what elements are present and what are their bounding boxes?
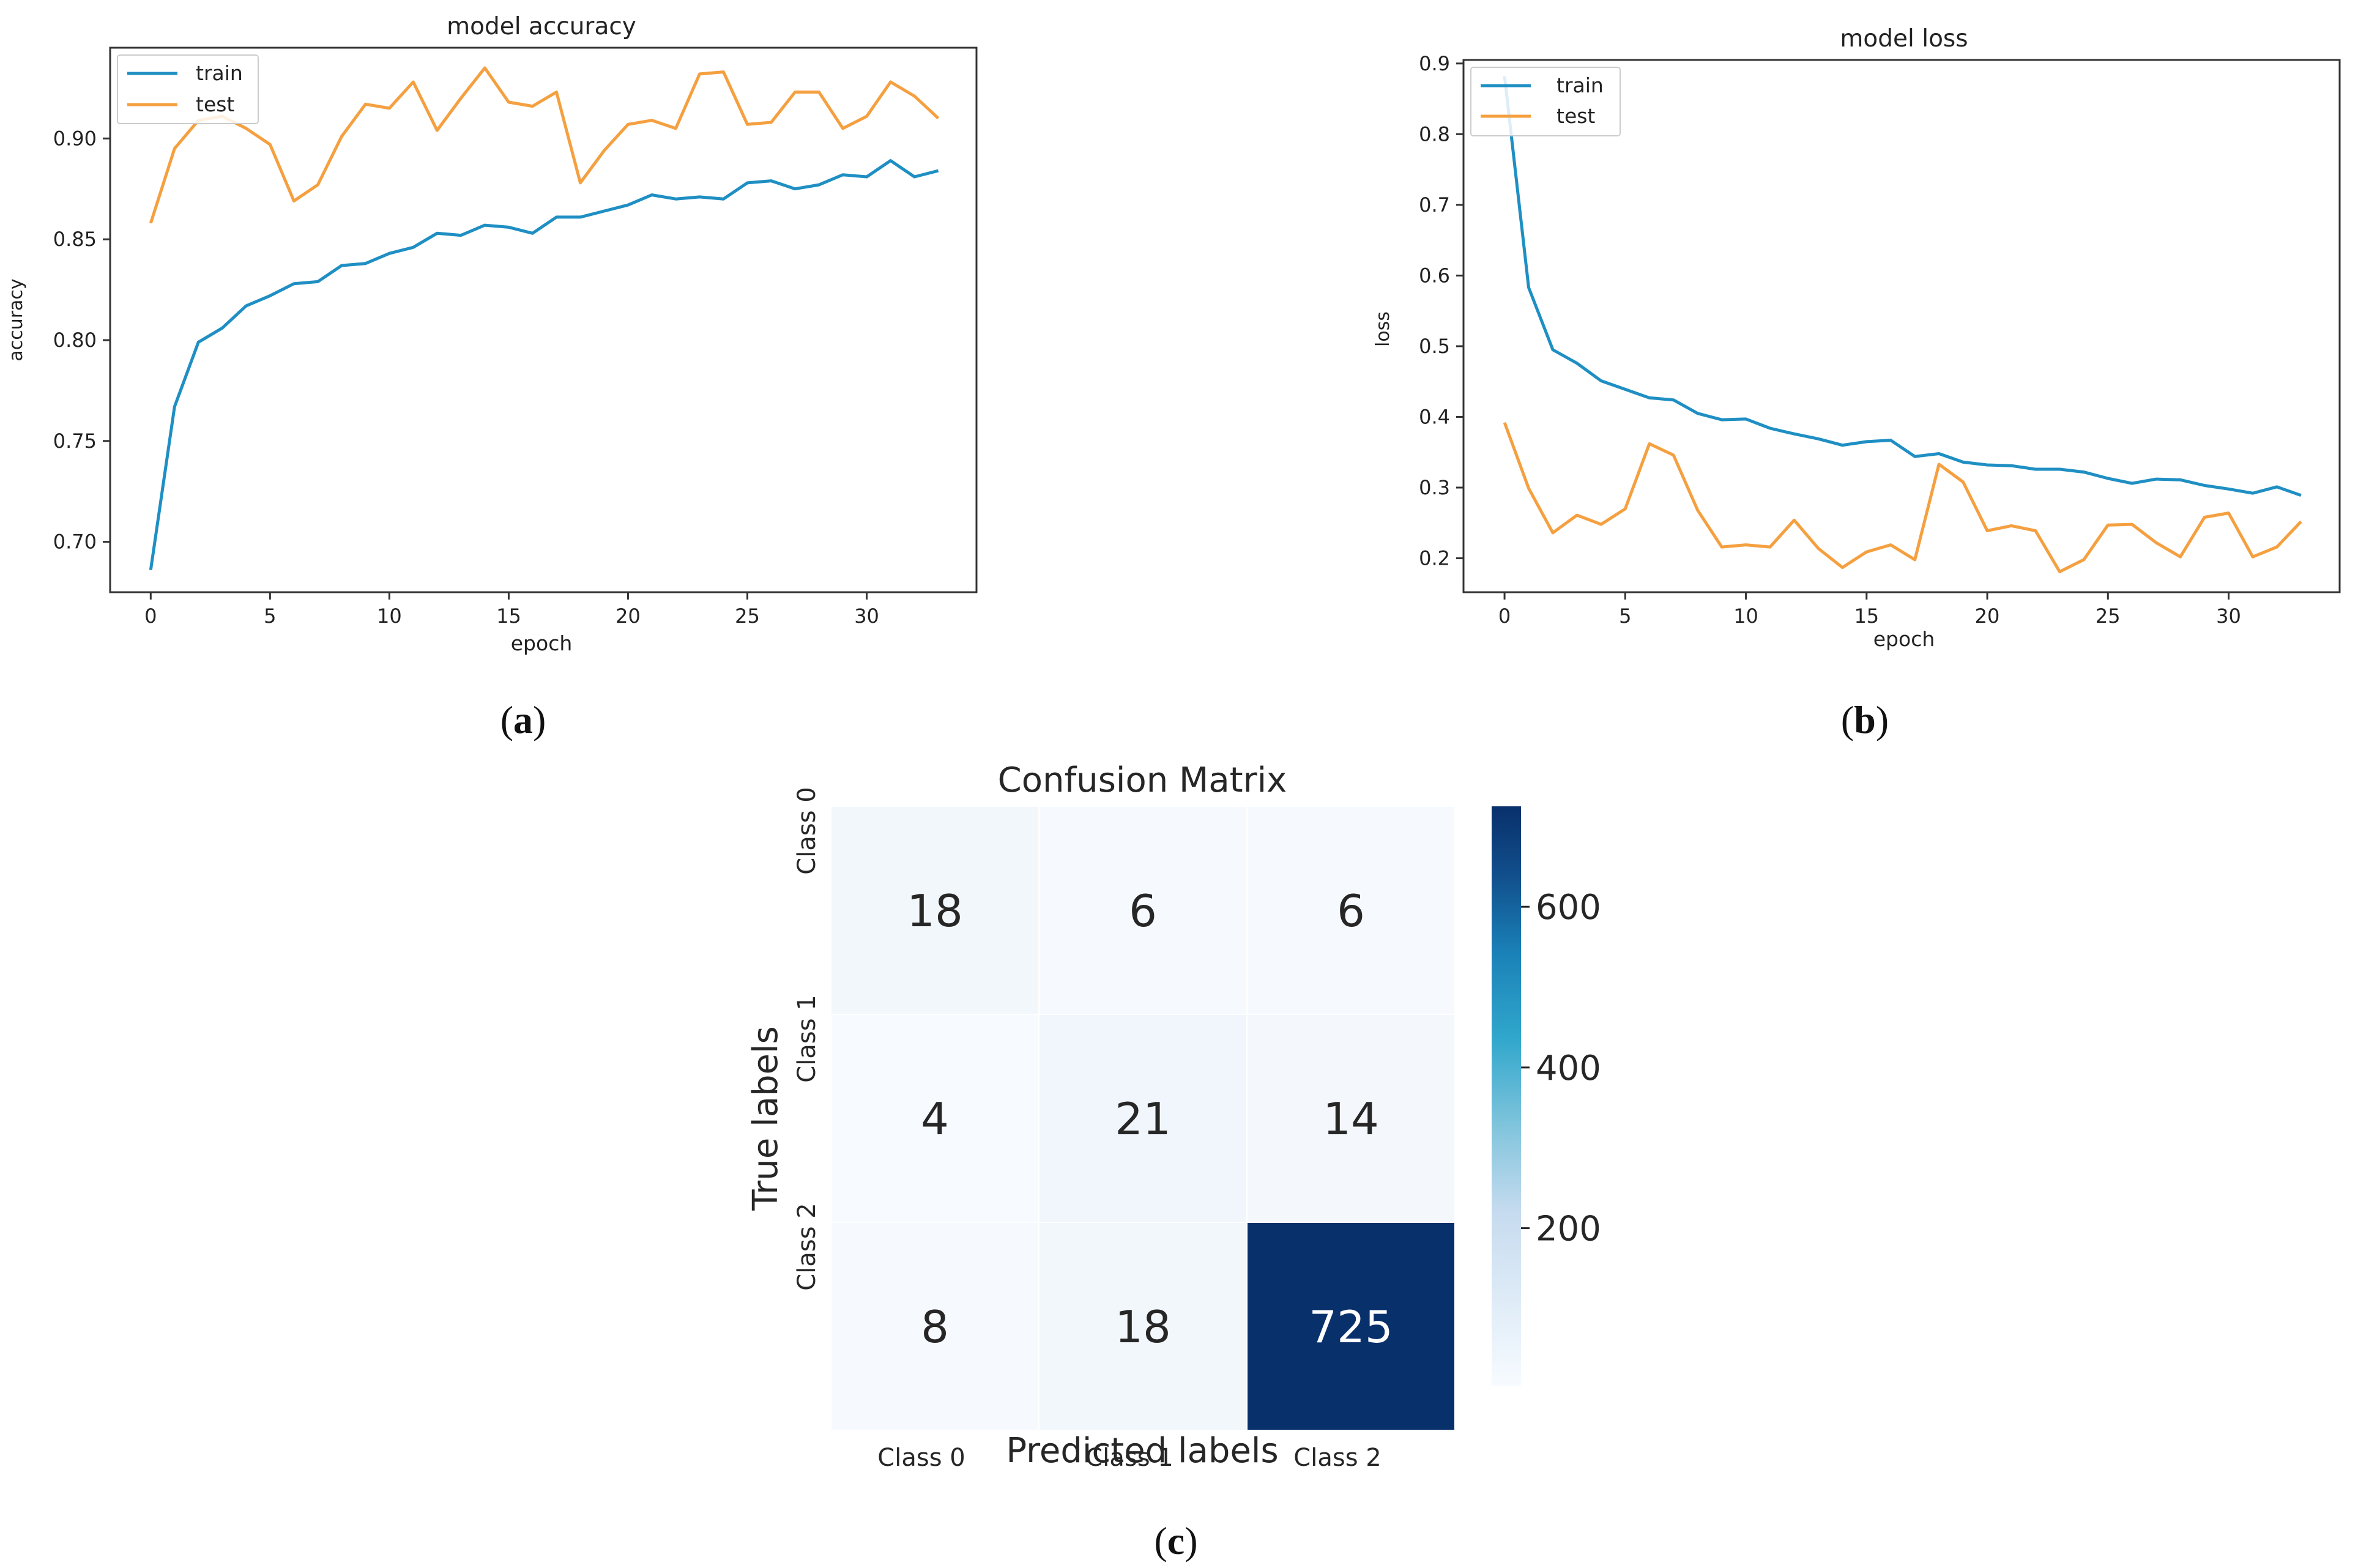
loss-y-axis-label: loss <box>1372 311 1394 347</box>
accuracy-series-test-line <box>149 66 940 224</box>
accuracy-x-tick-label: 5 <box>264 604 276 628</box>
loss-chart: model loss 0.2 0.3 0.4 0.5 0.6 0.7 0.8 0.9 0 5 10… <box>1372 25 2341 651</box>
accuracy-x-tick-label: 0 <box>144 604 157 628</box>
accuracy-x-tick-label: 30 <box>854 604 879 628</box>
confusion-cell <box>1246 1014 1456 1223</box>
loss-plot-frame <box>1462 59 2341 593</box>
confusion-cell <box>1038 1014 1248 1223</box>
confusion-y-tick-label: Class 0 <box>793 787 821 874</box>
loss-series-test-line <box>1503 422 2302 573</box>
loss-x-axis-label: epoch <box>1873 627 1935 651</box>
colorbar <box>1492 806 1521 1386</box>
loss-legend: train test <box>1470 67 1621 136</box>
loss-legend-train-label: train <box>1557 73 1604 97</box>
loss-y-tick-label: 0.7 <box>1419 193 1450 217</box>
confusion-cell-value: 18 <box>907 885 963 937</box>
loss-x-ticks: 0 5 10 15 20 25 30 <box>1498 592 2241 628</box>
loss-x-tick-label: 5 <box>1619 604 1631 628</box>
confusion-cell-value: 725 <box>1309 1301 1393 1353</box>
accuracy-legend-test-label: test <box>196 92 234 116</box>
colorbar-tick-label: 200 <box>1536 1209 1601 1249</box>
accuracy-x-tick-label: 20 <box>616 604 641 628</box>
accuracy-y-ticks: 0.70 0.75 0.80 0.85 0.90 <box>53 127 110 554</box>
confusion-cell-value: 4 <box>921 1093 949 1145</box>
loss-x-tick-label: 20 <box>1975 604 2000 628</box>
confusion-cell-value: 14 <box>1323 1093 1379 1145</box>
colorbar-ticks: 200 400 600 <box>1521 888 1601 1249</box>
confusion-cell <box>1038 806 1248 1015</box>
confusion-cell-value: 6 <box>1337 885 1365 937</box>
confusion-x-tick-label: Class 2 <box>1293 1444 1381 1472</box>
accuracy-legend-train-label: train <box>196 61 243 85</box>
loss-chart-title: model loss <box>1840 25 1968 53</box>
accuracy-y-tick-label: 0.70 <box>53 530 97 554</box>
accuracy-chart-title: model accuracy <box>447 13 636 40</box>
confusion-x-tick-label: Class 0 <box>877 1444 965 1472</box>
confusion-matrix-chart: Confusion Matrix 18 6 6 4 21 14 8 18 725 Class 0… <box>746 760 1601 1472</box>
accuracy-y-tick-label: 0.80 <box>53 329 97 352</box>
caption-b: (b) <box>1841 698 1889 741</box>
confusion-cell <box>1038 1222 1248 1431</box>
confusion-cell <box>830 1014 1040 1223</box>
loss-y-tick-label: 0.6 <box>1419 264 1450 287</box>
confusion-y-tick-label: Class 1 <box>793 995 821 1082</box>
confusion-matrix-cells: 18 6 6 4 21 14 8 18 725 <box>830 806 1456 1431</box>
confusion-y-tick-label: Class 2 <box>793 1203 821 1290</box>
confusion-cell-value: 18 <box>1115 1301 1171 1353</box>
accuracy-y-tick-label: 0.90 <box>53 127 97 150</box>
confusion-matrix-y-tick-labels: Class 0 Class 1 Class 2 <box>793 787 821 1290</box>
accuracy-y-tick-label: 0.75 <box>53 429 97 453</box>
loss-x-tick-label: 30 <box>2216 604 2241 628</box>
accuracy-plot-frame <box>109 46 978 593</box>
caption-c: (c) <box>1154 1519 1197 1562</box>
accuracy-x-tick-label: 15 <box>496 604 521 628</box>
accuracy-x-tick-label: 10 <box>377 604 402 628</box>
confusion-matrix-x-axis-label: Predicted labels <box>1006 1431 1278 1471</box>
loss-y-tick-label: 0.2 <box>1419 547 1450 570</box>
loss-y-tick-label: 0.5 <box>1419 335 1450 358</box>
accuracy-x-axis-label: epoch <box>511 631 573 655</box>
accuracy-x-tick-label: 25 <box>735 604 760 628</box>
confusion-cell <box>830 1222 1040 1431</box>
accuracy-y-axis-label: accuracy <box>6 278 27 361</box>
loss-y-tick-label: 0.8 <box>1419 122 1450 146</box>
loss-y-ticks: 0.2 0.3 0.4 0.5 0.6 0.7 0.8 0.9 <box>1419 52 1464 570</box>
loss-y-tick-label: 0.4 <box>1419 405 1450 428</box>
confusion-cell <box>1246 1222 1456 1431</box>
accuracy-y-tick-label: 0.85 <box>53 228 97 251</box>
confusion-cell-value: 21 <box>1115 1093 1171 1145</box>
accuracy-series-train-line <box>149 159 939 571</box>
confusion-cell-value: 8 <box>921 1301 949 1353</box>
loss-legend-test-label: test <box>1557 104 1595 128</box>
accuracy-x-ticks: 0 5 10 15 20 25 30 <box>144 592 879 628</box>
accuracy-legend: train test <box>117 54 259 124</box>
confusion-matrix-title: Confusion Matrix <box>998 760 1287 800</box>
caption-a: (a) <box>500 698 546 741</box>
accuracy-chart: model accuracy 0.70 0.75 0.80 0.85 0.90 0 5 10… <box>6 13 978 655</box>
confusion-cell-value: 6 <box>1129 885 1157 937</box>
loss-y-tick-label: 0.9 <box>1419 52 1450 75</box>
loss-series-train-line <box>1503 76 2302 497</box>
loss-y-tick-label: 0.3 <box>1419 476 1450 499</box>
colorbar-tick-label: 600 <box>1536 888 1601 927</box>
colorbar-tick-label: 400 <box>1536 1049 1601 1088</box>
loss-x-tick-label: 25 <box>2096 604 2121 628</box>
loss-x-tick-label: 0 <box>1498 604 1511 628</box>
confusion-matrix-x-tick-labels: Class 0 Class 1 Class 2 <box>877 1444 1381 1472</box>
confusion-matrix-y-axis-label: True labels <box>746 1026 786 1211</box>
confusion-x-tick-label: Class 1 <box>1085 1444 1173 1472</box>
loss-x-tick-label: 15 <box>1854 604 1879 628</box>
confusion-cell <box>1246 806 1456 1015</box>
confusion-cell <box>830 806 1040 1015</box>
loss-x-tick-label: 10 <box>1733 604 1758 628</box>
